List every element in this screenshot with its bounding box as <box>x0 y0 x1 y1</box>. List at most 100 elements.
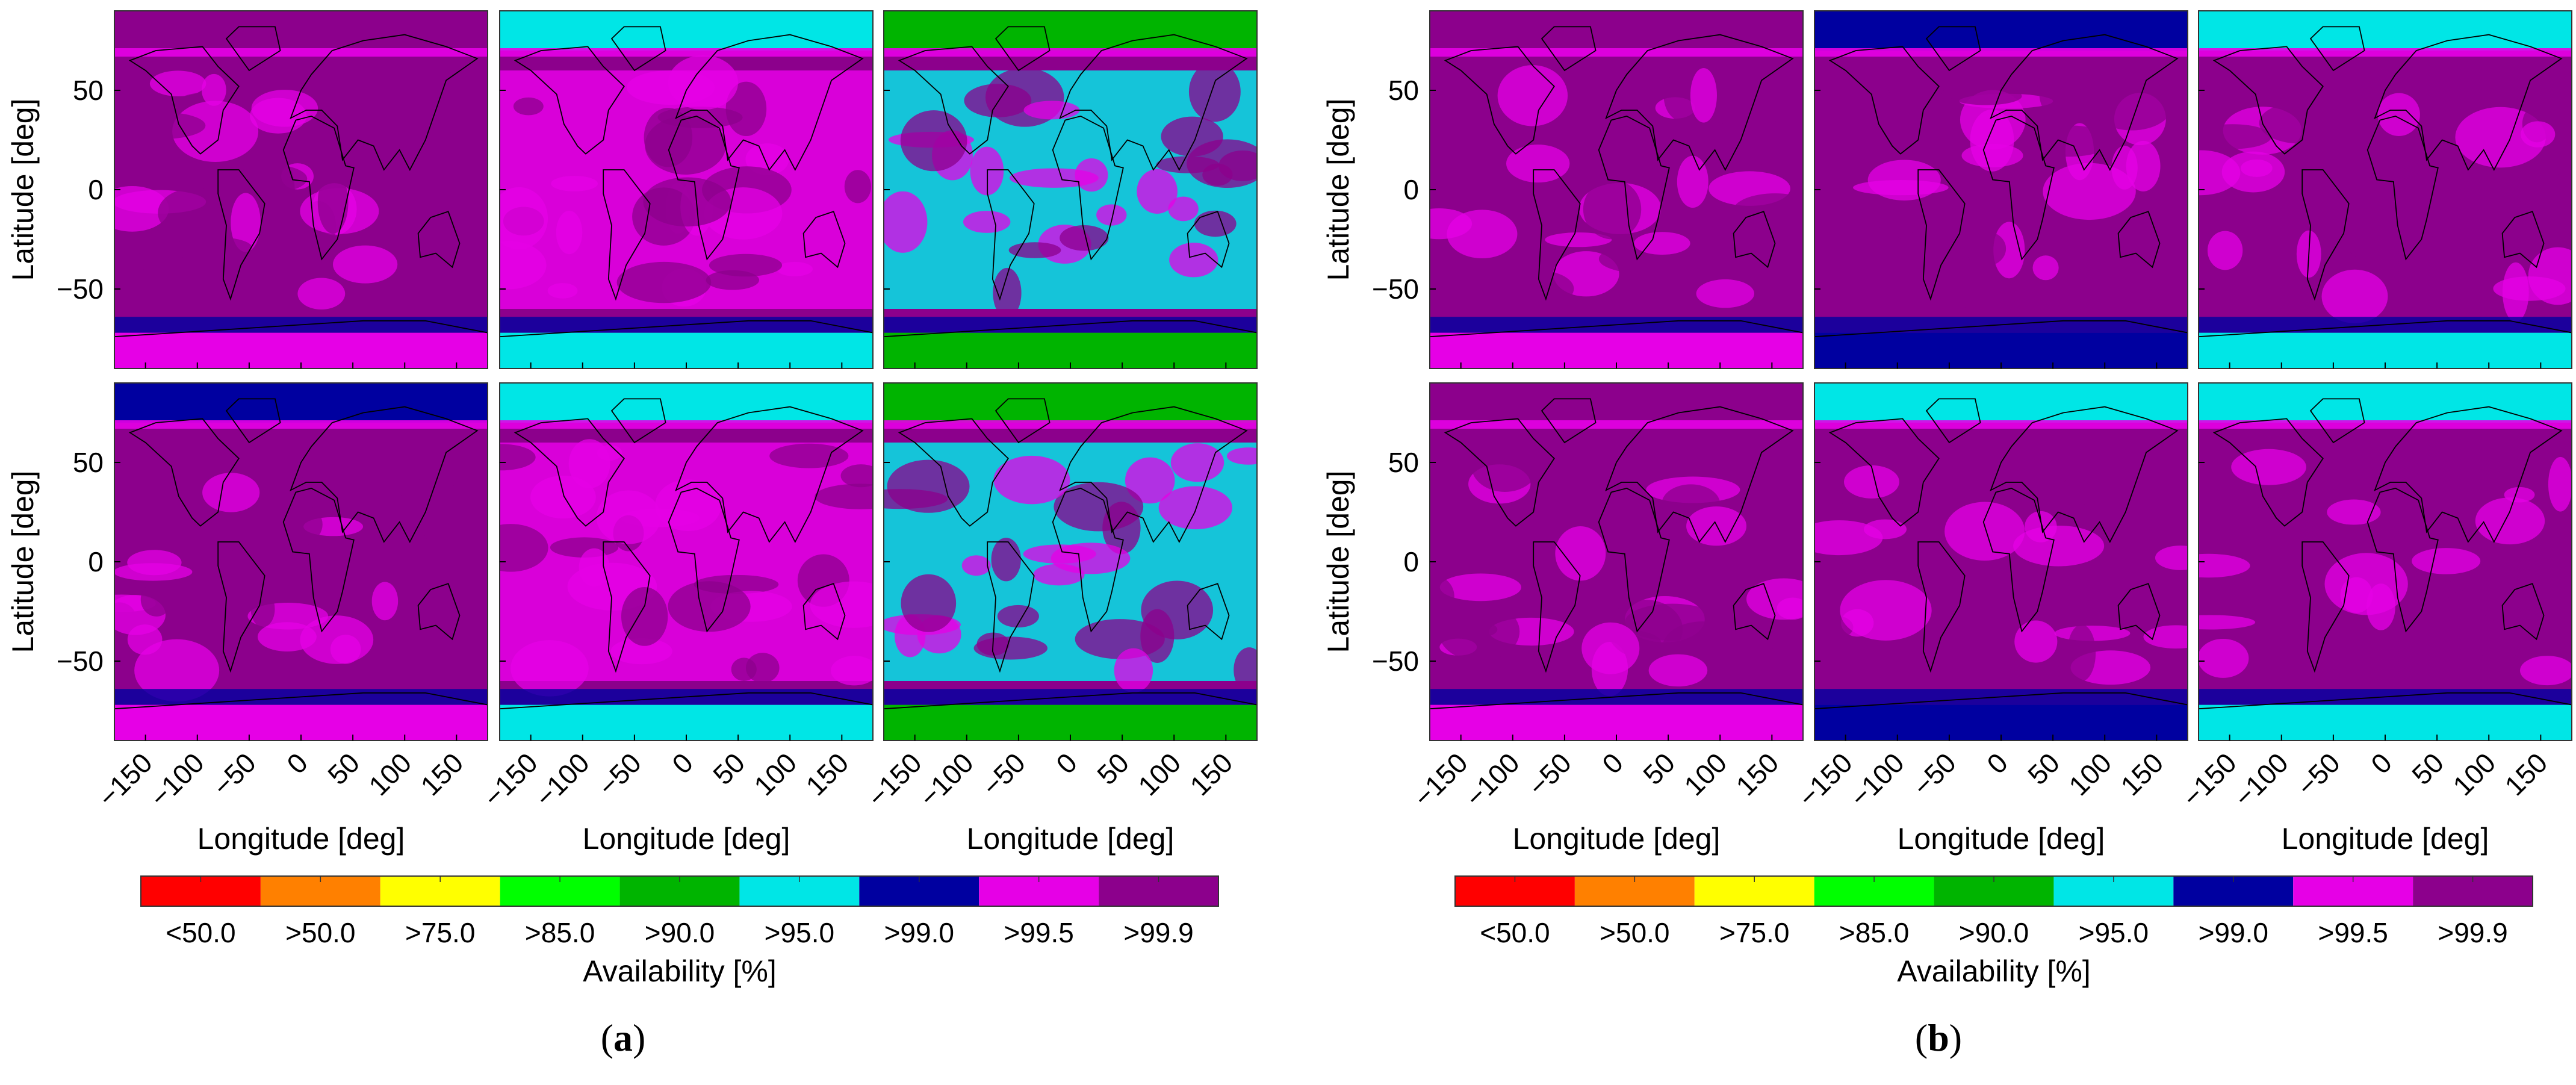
panel-label-paren: ( <box>601 1016 613 1059</box>
x-tick-label: 100 <box>2447 747 2501 801</box>
map-patch <box>1008 242 1061 258</box>
map-patch <box>2327 499 2381 525</box>
map-patch <box>1982 436 2060 498</box>
coastline <box>128 418 240 527</box>
map-patch <box>2090 79 2173 131</box>
coastline <box>1828 46 1940 155</box>
map-patch <box>777 261 813 276</box>
colorbar-label: <50.0 <box>1480 917 1550 948</box>
y-tick-label: 50 <box>73 447 104 478</box>
coastline <box>1925 26 1981 72</box>
coastline <box>1541 398 1597 444</box>
map-patch <box>1960 90 2026 150</box>
x-tick-label: 50 <box>1637 747 1681 791</box>
coastline <box>1605 34 1794 171</box>
map-patch <box>551 176 598 191</box>
map-patch <box>1188 61 1241 122</box>
coastline <box>2309 26 2365 72</box>
coastline <box>2301 169 2350 301</box>
map-patch <box>2155 546 2188 570</box>
coastline <box>514 418 625 527</box>
coastline <box>2374 406 2563 543</box>
map-patch <box>1156 156 1220 173</box>
x-tick-label: 50 <box>1091 747 1135 791</box>
coastline <box>668 115 740 261</box>
coastline <box>1828 418 1940 527</box>
coastline <box>1733 583 1776 641</box>
coastline <box>2117 583 2161 641</box>
y-tick-label: −50 <box>1372 645 1419 677</box>
map-patch <box>547 283 578 299</box>
colorbar-title: Availability [%] <box>1897 954 2090 988</box>
axis-ticks <box>884 90 1227 368</box>
map-patch <box>1234 647 1257 693</box>
map-subplot <box>2199 383 2572 741</box>
map-patch <box>2199 217 2240 232</box>
map-patch <box>250 591 275 627</box>
x-tick-label: 100 <box>2062 747 2117 801</box>
map-patch <box>386 494 425 545</box>
map-patch <box>1959 255 1991 314</box>
map-band-north-edge <box>1430 420 1803 429</box>
coastline <box>290 34 479 171</box>
map-patch <box>2377 93 2420 136</box>
x-tick-label: 150 <box>414 747 469 801</box>
x-tick-label: 150 <box>1184 747 1238 801</box>
map-subplot <box>114 11 488 368</box>
map-patch <box>1158 486 1233 530</box>
map-subplot <box>884 11 1257 368</box>
coastline <box>114 320 488 368</box>
x-tick-label: 150 <box>2498 747 2553 801</box>
map-patch <box>1494 269 1574 308</box>
map-patch <box>2098 487 2125 533</box>
map-patch <box>993 455 1070 505</box>
coastline <box>1598 115 1670 261</box>
map-patch <box>1075 158 1108 192</box>
x-tick-label: −150 <box>92 747 158 813</box>
map-patch <box>961 555 991 576</box>
map-patch <box>645 116 726 175</box>
x-tick-label: −50 <box>976 747 1031 802</box>
map-patch <box>300 615 374 664</box>
x-axis-label: Longitude [deg] <box>1513 822 1721 856</box>
map-patch <box>643 177 731 227</box>
y-axis-label: Latitude [deg] <box>1321 98 1355 281</box>
map-patch <box>1497 65 1568 126</box>
axis-ticks <box>114 462 458 741</box>
map-band-north-edge <box>884 420 1257 429</box>
map-patch <box>172 544 238 570</box>
map-patch <box>1914 456 1953 485</box>
colorbar-label: >95.0 <box>765 917 834 948</box>
map-patch <box>500 241 547 290</box>
colorbar-label: >99.0 <box>884 917 954 948</box>
coastline <box>898 418 1009 527</box>
map-patch <box>2199 124 2271 149</box>
map-patch <box>621 586 668 646</box>
map-patch <box>616 261 712 303</box>
map-patch <box>1733 193 1803 228</box>
coastline <box>1430 692 1803 741</box>
coastline <box>987 541 1035 673</box>
map-patch <box>1663 70 1701 122</box>
map-patch <box>2014 620 2058 663</box>
map-patch <box>234 164 308 193</box>
x-tick-label: −100 <box>1459 747 1525 813</box>
y-tick-label: 50 <box>1388 447 1419 478</box>
map-patch <box>530 475 596 519</box>
map-patch <box>1993 222 2025 279</box>
map-patch <box>134 639 220 702</box>
map-subplot <box>1814 11 2188 368</box>
map-patch <box>2241 159 2273 177</box>
map-patch <box>1438 602 1520 662</box>
coastline <box>1059 34 1248 171</box>
panel-label: (b) <box>1915 1016 1962 1059</box>
map-patch <box>1168 196 1199 222</box>
map-patch <box>993 267 1022 319</box>
map-patch <box>1814 464 1846 515</box>
map-band-north <box>114 11 488 51</box>
map-patch <box>900 110 967 172</box>
coastline <box>2367 115 2439 261</box>
map-patch <box>2502 262 2529 322</box>
coastline <box>417 211 461 269</box>
